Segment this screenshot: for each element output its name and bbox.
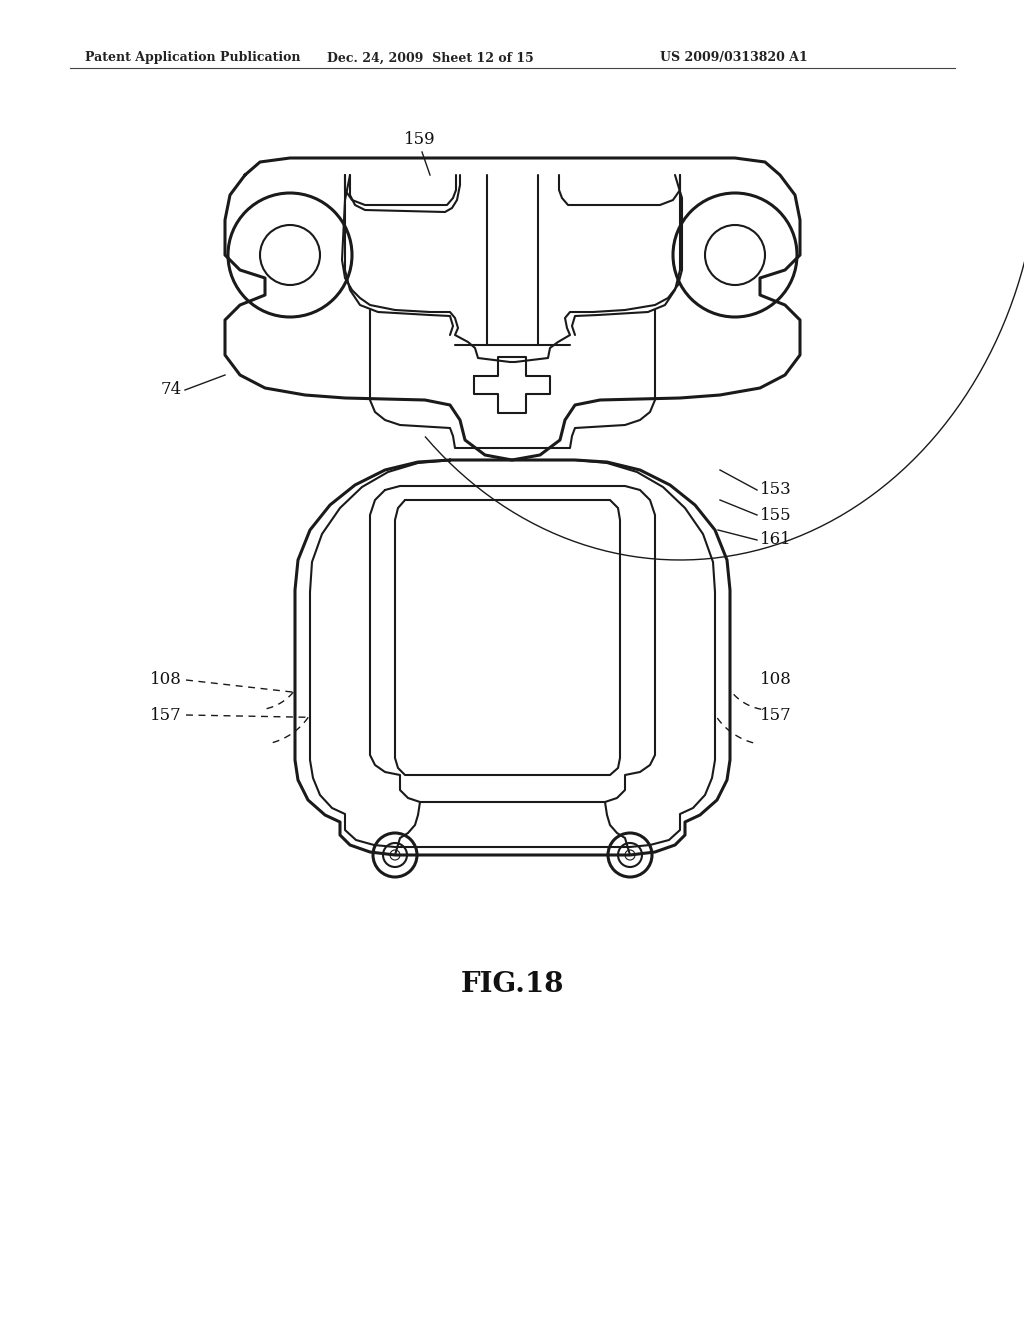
Text: 157: 157 (151, 706, 182, 723)
Text: 161: 161 (760, 532, 792, 549)
Text: Patent Application Publication: Patent Application Publication (85, 51, 300, 65)
Text: US 2009/0313820 A1: US 2009/0313820 A1 (660, 51, 808, 65)
Text: 108: 108 (760, 672, 792, 689)
Text: 74: 74 (161, 381, 182, 399)
Text: FIG.18: FIG.18 (460, 972, 564, 998)
Text: 108: 108 (151, 672, 182, 689)
Text: Dec. 24, 2009  Sheet 12 of 15: Dec. 24, 2009 Sheet 12 of 15 (327, 51, 534, 65)
Text: 155: 155 (760, 507, 792, 524)
Text: 153: 153 (760, 482, 792, 499)
Text: 157: 157 (760, 706, 792, 723)
Text: 159: 159 (404, 131, 436, 148)
